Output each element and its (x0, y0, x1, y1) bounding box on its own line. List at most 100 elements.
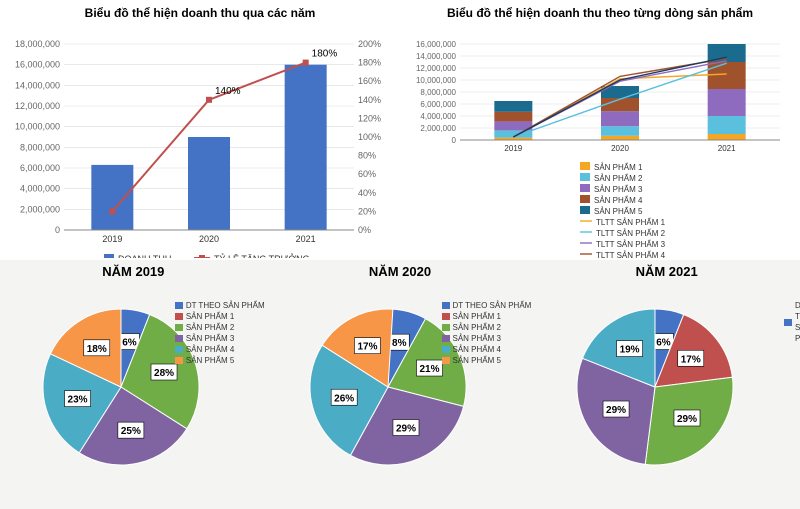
revenue-by-year-panel: Biểu đồ thể hiện doanh thu qua các năm 0… (0, 0, 400, 260)
legend-item: SẢN PHẨM 3 (175, 333, 265, 344)
svg-text:TLTT SẢN PHẨM 2: TLTT SẢN PHẨM 2 (596, 229, 666, 238)
svg-text:180%: 180% (312, 49, 338, 60)
revenue-by-year-chart: 02,000,0004,000,0006,000,0008,000,00010,… (0, 22, 400, 258)
svg-text:12,000,000: 12,000,000 (416, 64, 457, 73)
svg-text:120%: 120% (358, 113, 381, 123)
legend-label: SẢN PHẨM 4 (453, 344, 501, 355)
svg-text:2021: 2021 (296, 234, 316, 244)
svg-text:SẢN PHẨM 5: SẢN PHẨM 5 (594, 207, 643, 216)
svg-text:TỶ LỆ TĂNG TRƯỞNG: TỶ LỆ TĂNG TRƯỞNG (214, 253, 310, 258)
svg-text:6,000,000: 6,000,000 (20, 163, 60, 173)
svg-text:8,000,000: 8,000,000 (20, 142, 60, 152)
legend-item: SẢN PHẨM 3 (442, 333, 532, 344)
svg-text:21%: 21% (419, 364, 439, 375)
pie-title: NĂM 2020 (369, 260, 431, 279)
pie-row: NĂM 2019 6%28%25%23%18% DT THEO SẢN PHẨM… (0, 260, 800, 509)
legend-swatch (784, 319, 792, 326)
legend-item: SẢN PHẨM 5 (175, 355, 265, 366)
legend-swatch (442, 324, 450, 331)
legend-swatch (442, 313, 450, 320)
dashboard: Biểu đồ thể hiện doanh thu qua các năm 0… (0, 0, 800, 509)
svg-text:2,000,000: 2,000,000 (420, 124, 456, 133)
svg-text:TLTT SẢN PHẨM 4: TLTT SẢN PHẨM 4 (596, 251, 666, 258)
svg-text:TLTT SẢN PHẨM 3: TLTT SẢN PHẨM 3 (596, 240, 666, 249)
legend-item: SẢN PHẨM 2 (175, 322, 265, 333)
svg-text:2020: 2020 (199, 234, 219, 244)
legend-label: SẢN PHẨM 2 (186, 322, 234, 333)
svg-text:160%: 160% (358, 76, 381, 86)
svg-text:80%: 80% (358, 151, 376, 161)
legend-label: SẢN PHẨM 5 (453, 355, 501, 366)
svg-text:6%: 6% (656, 338, 671, 349)
svg-text:2020: 2020 (611, 144, 629, 153)
svg-text:18,000,000: 18,000,000 (15, 39, 60, 49)
svg-text:4,000,000: 4,000,000 (420, 112, 456, 121)
svg-text:29%: 29% (606, 405, 626, 416)
legend-item: SẢN PHẨM 1 (175, 311, 265, 322)
pie-2019: NĂM 2019 6%28%25%23%18% DT THEO SẢN PHẨM… (0, 260, 267, 509)
revenue-by-product-panel: Biểu đồ thể hiện doanh thu theo từng dòn… (400, 0, 800, 260)
svg-text:19%: 19% (619, 345, 639, 356)
svg-text:2019: 2019 (102, 234, 122, 244)
legend-label: DT THEO SẢN PHẨM (186, 300, 265, 311)
svg-text:TLTT SẢN PHẨM 1: TLTT SẢN PHẨM 1 (596, 218, 666, 227)
svg-text:140%: 140% (358, 95, 381, 105)
svg-text:SẢN PHẨM 1: SẢN PHẨM 1 (594, 163, 643, 172)
svg-text:0: 0 (55, 225, 60, 235)
legend-item: SẢN PHẨM 2 (442, 322, 532, 333)
pie-2020: NĂM 2020 8%21%29%26%17% DT THEO SẢN PHẨM… (267, 260, 534, 509)
svg-text:16,000,000: 16,000,000 (15, 60, 60, 70)
legend-label: SẢN PHẨM 3 (186, 333, 234, 344)
legend-label: SẢN PHẨM 5 (186, 355, 234, 366)
svg-text:12,000,000: 12,000,000 (15, 101, 60, 111)
svg-text:60%: 60% (358, 169, 376, 179)
svg-text:2,000,000: 2,000,000 (20, 204, 60, 214)
svg-text:8,000,000: 8,000,000 (420, 88, 456, 97)
legend-label: SẢN PHẨM 1 (186, 311, 234, 322)
legend-swatch (442, 302, 450, 309)
svg-text:2021: 2021 (718, 144, 736, 153)
svg-text:17%: 17% (357, 342, 377, 353)
svg-text:10,000,000: 10,000,000 (416, 76, 457, 85)
revenue-by-product-chart: 0 2,000,000 4,000,000 6,000,000 8,000,000 10,… (400, 22, 800, 258)
legend-swatch (442, 346, 450, 353)
svg-text:25%: 25% (121, 426, 141, 437)
chart-title: Biểu đồ thể hiện doanh thu theo từng dòn… (400, 0, 800, 22)
svg-text:140%: 140% (215, 86, 241, 97)
svg-text:SẢN PHẨM 2: SẢN PHẨM 2 (594, 174, 643, 183)
legend-label: SẢN PHẨM 2 (453, 322, 501, 333)
chart-title: Biểu đồ thể hiện doanh thu qua các năm (0, 0, 400, 22)
svg-text:SẢN PHẨM 4: SẢN PHẨM 4 (594, 196, 643, 205)
svg-text:29%: 29% (396, 424, 416, 435)
legend-label: SẢN PHẨM 4 (186, 344, 234, 355)
pie-2021: NĂM 2021 6%17%29%29%19% DT THEO SẢN PHẨM (533, 260, 800, 509)
legend-label: DT THEO SẢN PHẨM (795, 300, 800, 344)
legend-swatch (175, 302, 183, 309)
legend-item: DT THEO SẢN PHẨM (175, 300, 265, 311)
svg-text:40%: 40% (358, 188, 376, 198)
pie-chart: 6%17%29%29%19% (567, 279, 767, 479)
legend-swatch (175, 324, 183, 331)
legend-item: SẢN PHẨM 1 (442, 311, 532, 322)
svg-text:10,000,000: 10,000,000 (15, 122, 60, 132)
svg-text:6%: 6% (123, 338, 138, 349)
pie-title: NĂM 2019 (102, 260, 164, 279)
legend-item: DT THEO SẢN PHẨM (784, 300, 800, 344)
svg-text:0: 0 (452, 136, 457, 145)
legend-label: SẢN PHẨM 3 (453, 333, 501, 344)
legend-item: SẢN PHẨM 4 (175, 344, 265, 355)
svg-text:100%: 100% (358, 132, 381, 142)
svg-text:17%: 17% (680, 354, 700, 365)
svg-text:SẢN PHẨM 3: SẢN PHẨM 3 (594, 185, 643, 194)
svg-text:6,000,000: 6,000,000 (420, 100, 456, 109)
svg-text:20%: 20% (358, 206, 376, 216)
svg-text:14,000,000: 14,000,000 (15, 80, 60, 90)
legend-label: DT THEO SẢN PHẨM (453, 300, 532, 311)
svg-text:18%: 18% (87, 344, 107, 355)
pie-legend: DT THEO SẢN PHẨMSẢN PHẨM 1SẢN PHẨM 2SẢN … (442, 300, 532, 366)
svg-text:180%: 180% (358, 58, 381, 68)
svg-text:DOANH THU: DOANH THU (118, 254, 171, 258)
pie-legend: DT THEO SẢN PHẨM (784, 300, 800, 344)
pie-title: NĂM 2021 (636, 260, 698, 279)
svg-text:28%: 28% (154, 368, 174, 379)
